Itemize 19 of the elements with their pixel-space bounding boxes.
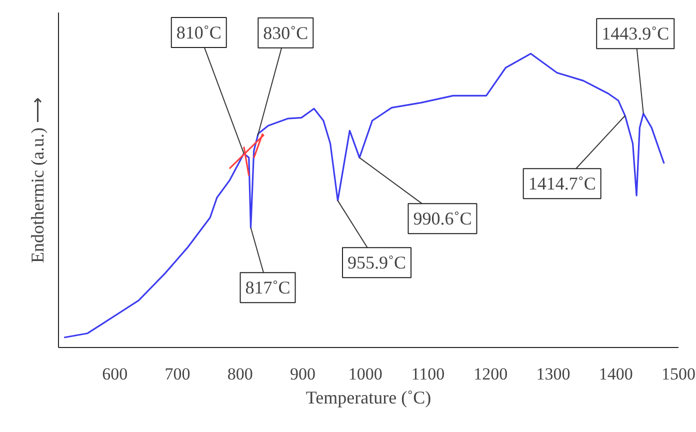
annotation: 810˚C (176, 22, 222, 43)
x-tick-label: 800 (227, 364, 253, 384)
x-tick-label: 1100 (411, 364, 445, 384)
annotation: 830˚C (263, 22, 308, 43)
y-axis-title: Endothermic (a.u.) ⟶ (28, 97, 48, 263)
x-tick-label: 1200 (474, 364, 508, 384)
x-tick-label: 1300 (536, 364, 570, 384)
annotation: 1443.9˚C (602, 24, 670, 44)
x-tick-label: 1000 (348, 364, 382, 384)
annotation: 955.9˚C (348, 252, 406, 273)
annotation: 990.6˚C (413, 208, 472, 229)
x-tick-label: 1400 (598, 364, 633, 384)
x-tick-label: 700 (164, 364, 190, 384)
x-tick-label: 1500 (662, 364, 696, 384)
x-tick-label: 600 (102, 364, 128, 384)
annotation: 817˚C (245, 278, 290, 298)
x-axis-title: Temperature (˚C) (306, 388, 432, 408)
annotation: 1414.7˚C (528, 174, 596, 194)
x-tick-label: 900 (290, 364, 316, 384)
